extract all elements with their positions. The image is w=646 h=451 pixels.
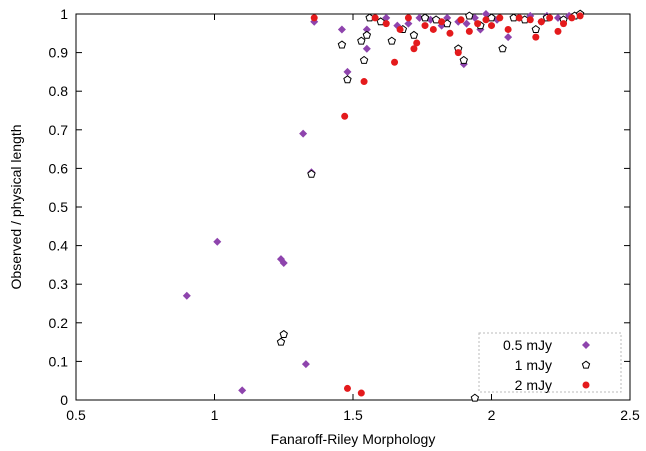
pentagon-point-1-mjy: [362, 30, 372, 39]
pentagon-point-1-mjy: [279, 329, 288, 338]
y-tick-label: 0.2: [49, 315, 69, 331]
pentagon-point-1-mjy: [409, 30, 419, 39]
circle-point-2-mjy: [474, 20, 482, 28]
diamond-point-0-5-mjy: [337, 25, 346, 34]
circle-point-2-mjy: [457, 16, 465, 24]
legend-marker-diamond: [582, 341, 590, 349]
y-tick-label: 0: [60, 392, 68, 408]
y-tick-label: 0.3: [49, 276, 69, 292]
diamond-point-0-5-mjy: [415, 13, 424, 22]
circle-point-2-mjy: [360, 78, 368, 86]
circle-point-2-mjy: [310, 14, 318, 22]
pentagon-point-1-mjy: [459, 55, 468, 64]
y-tick-label: 0.5: [49, 199, 69, 215]
diamond-point-0-5-mjy: [238, 386, 247, 395]
pentagon-point-1-mjy: [531, 25, 541, 34]
y-tick-label: 0.8: [49, 83, 69, 99]
y-tick-label: 0.7: [49, 122, 69, 138]
circle-point-2-mjy: [391, 58, 399, 66]
circle-point-2-mjy: [554, 27, 562, 35]
diamond-point-0-5-mjy: [404, 19, 413, 28]
pentagon-point-1-mjy: [431, 15, 441, 24]
x-tick-label: 2: [488, 407, 496, 423]
x-tick-label: 1: [211, 407, 219, 423]
circle-point-2-mjy: [488, 22, 495, 30]
diamond-point-0-5-mjy: [362, 25, 371, 34]
circle-point-2-mjy: [482, 16, 490, 24]
circle-point-2-mjy: [560, 20, 568, 28]
diamond-point-0-5-mjy: [362, 44, 371, 53]
x-axis-title: Fanaroff-Riley Morphology: [271, 431, 436, 447]
diamond-point-0-5-mjy: [299, 129, 308, 138]
pentagon-point-1-mjy: [307, 169, 316, 178]
circle-point-2-mjy: [454, 49, 462, 57]
pentagon-point-1-mjy: [359, 55, 369, 64]
pentagon-point-1-mjy: [387, 36, 396, 45]
pentagon-point-1-mjy: [337, 40, 347, 49]
y-tick-label: 0.9: [49, 45, 69, 61]
circle-point-2-mjy: [515, 14, 523, 22]
circle-point-2-mjy: [496, 14, 504, 22]
y-tick-label: 0.6: [49, 160, 69, 176]
diamond-point-0-5-mjy: [182, 291, 191, 300]
pentagon-point-1-mjy: [343, 75, 352, 84]
pentagon-point-1-mjy: [470, 393, 480, 402]
circle-point-2-mjy: [532, 33, 540, 41]
legend-box: [478, 332, 622, 393]
pentagon-point-1-mjy: [498, 44, 507, 53]
x-tick-label: 1.5: [343, 407, 363, 423]
pentagon-point-1-mjy: [357, 36, 366, 45]
circle-point-2-mjy: [410, 45, 418, 53]
circle-point-2-mjy: [465, 27, 473, 35]
circle-point-2-mjy: [526, 16, 534, 24]
legend-marker-circle: [582, 381, 590, 389]
circle-point-2-mjy: [357, 389, 365, 397]
circle-point-2-mjy: [396, 25, 404, 33]
circle-point-2-mjy: [404, 14, 412, 22]
diamond-point-0-5-mjy: [279, 258, 288, 267]
x-tick-label: 0.5: [66, 407, 86, 423]
x-tick-label: 2.5: [620, 407, 640, 423]
legend-marker-pentagon: [581, 360, 591, 369]
diamond-point-0-5-mjy: [382, 13, 391, 22]
diamond-point-0-5-mjy: [481, 10, 490, 18]
circle-point-2-mjy: [438, 18, 446, 26]
y-axis-title: Observed / physical length: [8, 125, 24, 290]
pentagon-point-1-mjy: [487, 13, 496, 22]
pentagon-point-1-mjy: [420, 13, 430, 22]
legend-label: 0.5 mJy: [503, 337, 552, 353]
circle-point-2-mjy: [341, 112, 349, 120]
circle-point-2-mjy: [413, 39, 421, 47]
legend: 0.5 mJy 1 mJy 2 mJy: [478, 332, 622, 393]
y-tick-label: 0.1: [49, 353, 69, 369]
circle-point-2-mjy: [568, 14, 576, 22]
diamond-point-0-5-mjy: [462, 19, 471, 28]
y-tick-label: 1: [60, 6, 68, 22]
pentagon-point-1-mjy: [465, 11, 474, 20]
circle-point-2-mjy: [576, 12, 584, 20]
circle-point-2-mjy: [343, 384, 351, 392]
diamond-point-0-5-mjy: [504, 33, 513, 42]
diamond-point-0-5-mjy: [301, 360, 310, 369]
circle-point-2-mjy: [429, 25, 437, 33]
diamond-point-0-5-mjy: [443, 13, 452, 22]
circle-point-2-mjy: [546, 14, 554, 22]
y-tick-label: 0.4: [49, 238, 69, 254]
diamond-point-0-5-mjy: [343, 67, 352, 76]
pentagon-point-1-mjy: [276, 337, 286, 346]
circle-point-2-mjy: [421, 22, 429, 30]
axis-ticks: 0.5 1 1.5 2 2.5 0 0.1 0.2 0.3 0.4 0.5 0.6 0.7 0.8 0.9 1: [49, 6, 640, 423]
circle-point-2-mjy: [446, 29, 454, 37]
legend-label: 2 mJy: [515, 377, 552, 393]
circle-point-2-mjy: [371, 14, 379, 22]
data-points: [182, 9, 585, 402]
legend-label: 1 mJy: [515, 357, 552, 373]
diamond-point-0-5-mjy: [470, 13, 479, 22]
circle-point-2-mjy: [382, 20, 390, 28]
circle-point-2-mjy: [537, 18, 545, 26]
diamond-point-0-5-mjy: [213, 237, 222, 246]
circle-point-2-mjy: [504, 25, 512, 33]
